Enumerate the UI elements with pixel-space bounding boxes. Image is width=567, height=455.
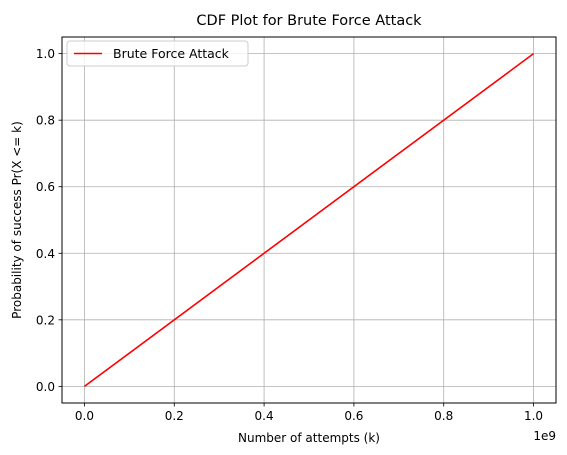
y-axis-ticks: 0.0 0.2 0.4 0.6 0.8 1.0 [36, 47, 62, 394]
y-tick-label: 0.4 [36, 247, 55, 261]
x-tick-label: 0.4 [255, 409, 274, 423]
x-tick-label: 1.0 [524, 409, 543, 423]
x-tick-label: 0.6 [344, 409, 363, 423]
x-axis-ticks: 0.0 0.2 0.4 0.6 0.8 1.0 [75, 403, 543, 423]
series-line-0 [83, 52, 535, 388]
x-axis-offset-label: 1e9 [533, 429, 556, 443]
series-layer [83, 52, 535, 388]
legend-label-brute-force-attack: Brute Force Attack [113, 46, 230, 61]
x-tick-label: 0.0 [75, 409, 94, 423]
legend-box [66, 40, 249, 67]
y-tick-label: 0.2 [36, 313, 55, 327]
y-tick-label: 0.0 [36, 380, 55, 394]
grid-lines [62, 37, 556, 403]
y-axis-label: Probability of success Pr(X <= k) [10, 121, 24, 319]
legend: Brute Force Attack [66, 40, 249, 67]
chart-title: CDF Plot for Brute Force Attack [196, 13, 422, 29]
x-tick-label: 0.2 [165, 409, 184, 423]
x-tick-label: 0.8 [434, 409, 453, 423]
x-axis-label: Number of attempts (k) [238, 431, 380, 445]
y-tick-label: 0.8 [36, 114, 55, 128]
y-tick-label: 0.6 [36, 180, 55, 194]
plot-frame [61, 36, 557, 404]
y-tick-label: 1.0 [36, 47, 55, 61]
